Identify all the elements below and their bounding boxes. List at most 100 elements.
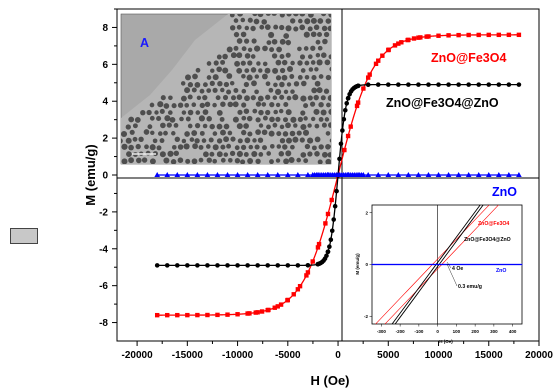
nanoparticle <box>195 123 200 128</box>
nanoparticle <box>283 102 288 107</box>
nanoparticle <box>135 117 141 123</box>
nanoparticle <box>277 144 282 149</box>
nanoparticle <box>298 75 303 80</box>
nanoparticle <box>286 40 291 45</box>
nanoparticle <box>290 145 295 150</box>
nanoparticle <box>244 68 249 73</box>
nanoparticle <box>308 12 314 18</box>
nanoparticle <box>203 82 208 87</box>
nanoparticle <box>168 110 173 115</box>
data-point <box>326 212 330 216</box>
data-point <box>346 134 350 138</box>
x-tick-label: -5000 <box>275 350 301 361</box>
data-point <box>436 82 441 87</box>
nanoparticle <box>269 131 275 137</box>
nanoparticle <box>329 54 334 59</box>
nanoparticle <box>339 101 344 106</box>
inset-label-zno: ZnO <box>496 268 506 274</box>
nanoparticle <box>266 11 271 16</box>
nanoparticle <box>314 67 318 71</box>
x-tick-label: 10000 <box>425 350 453 361</box>
nanoparticle <box>311 88 317 94</box>
series-2 <box>154 172 521 177</box>
nanoparticle <box>247 131 252 136</box>
nanoparticle <box>331 143 337 149</box>
nanoparticle <box>242 46 247 51</box>
nanoparticle <box>121 131 127 137</box>
nanoparticle <box>290 131 296 137</box>
nanoparticle <box>276 103 280 107</box>
nanoparticle <box>237 110 242 115</box>
data-point <box>393 43 397 47</box>
nanoparticle <box>328 122 334 128</box>
nanoparticle <box>237 25 242 30</box>
nanoparticle <box>217 138 222 143</box>
nanoparticle <box>133 123 138 128</box>
nanoparticle <box>245 53 251 59</box>
nanoparticle <box>252 11 257 16</box>
nanoparticle <box>304 46 309 51</box>
data-point <box>436 34 440 38</box>
nanoparticle <box>126 138 132 144</box>
nanoparticle <box>241 130 246 135</box>
nanoparticle <box>172 145 177 150</box>
data-point <box>507 82 512 87</box>
nanoparticle <box>339 89 344 94</box>
nanoparticle <box>296 158 301 163</box>
nanoparticle <box>247 116 253 122</box>
nanoparticle <box>290 117 296 123</box>
nanoparticle <box>335 53 341 59</box>
nanoparticle <box>220 117 225 122</box>
nanoparticle <box>311 117 315 121</box>
nanoparticle <box>184 131 190 137</box>
nanoparticle <box>222 54 228 60</box>
nanoparticle <box>150 103 155 108</box>
data-point <box>446 33 450 37</box>
y-tick-label: 2 <box>102 134 108 145</box>
nanoparticle <box>318 46 323 51</box>
nanoparticle <box>241 145 246 150</box>
nanoparticle <box>163 131 168 136</box>
nanoparticle <box>217 124 223 130</box>
nanoparticle <box>289 74 294 79</box>
nanoparticle <box>174 151 179 156</box>
nanoparticle <box>285 25 291 31</box>
nanoparticle <box>273 123 278 128</box>
nanoparticle <box>331 88 337 94</box>
data-point <box>317 242 321 246</box>
inset-x-axis-label: H (Oe) <box>439 339 453 344</box>
nanoparticle <box>220 101 226 107</box>
nanoparticle <box>195 82 201 88</box>
nanoparticle <box>153 138 158 143</box>
nanoparticle <box>242 89 247 94</box>
nanoparticle <box>251 80 257 86</box>
data-point <box>477 33 481 37</box>
nanoparticle <box>136 158 142 164</box>
nanoparticle <box>272 68 278 74</box>
nanoparticle <box>140 110 145 115</box>
nanoparticle <box>235 145 240 150</box>
nanoparticle <box>154 110 158 114</box>
nanoparticle <box>282 144 287 149</box>
nanoparticle <box>334 11 339 16</box>
nanoparticle <box>117 138 122 143</box>
nanoparticle <box>147 124 152 129</box>
nanoparticle <box>314 25 320 31</box>
nanoparticle <box>128 117 134 123</box>
nanoparticle <box>283 33 289 39</box>
nanoparticle <box>178 157 184 163</box>
inset-y-tick-label: -2 <box>364 314 368 319</box>
nanoparticle <box>161 95 166 100</box>
data-point <box>331 217 336 222</box>
nanoparticle <box>317 32 322 37</box>
data-point <box>306 263 311 268</box>
nanoparticle <box>325 144 331 150</box>
nanoparticle <box>313 109 319 115</box>
nanoparticle <box>254 19 260 25</box>
nanoparticle <box>241 61 246 66</box>
nanoparticle <box>262 145 267 150</box>
nanoparticle <box>200 89 205 94</box>
nanoparticle <box>258 110 263 115</box>
nanoparticle <box>217 81 222 86</box>
data-point <box>326 250 331 255</box>
